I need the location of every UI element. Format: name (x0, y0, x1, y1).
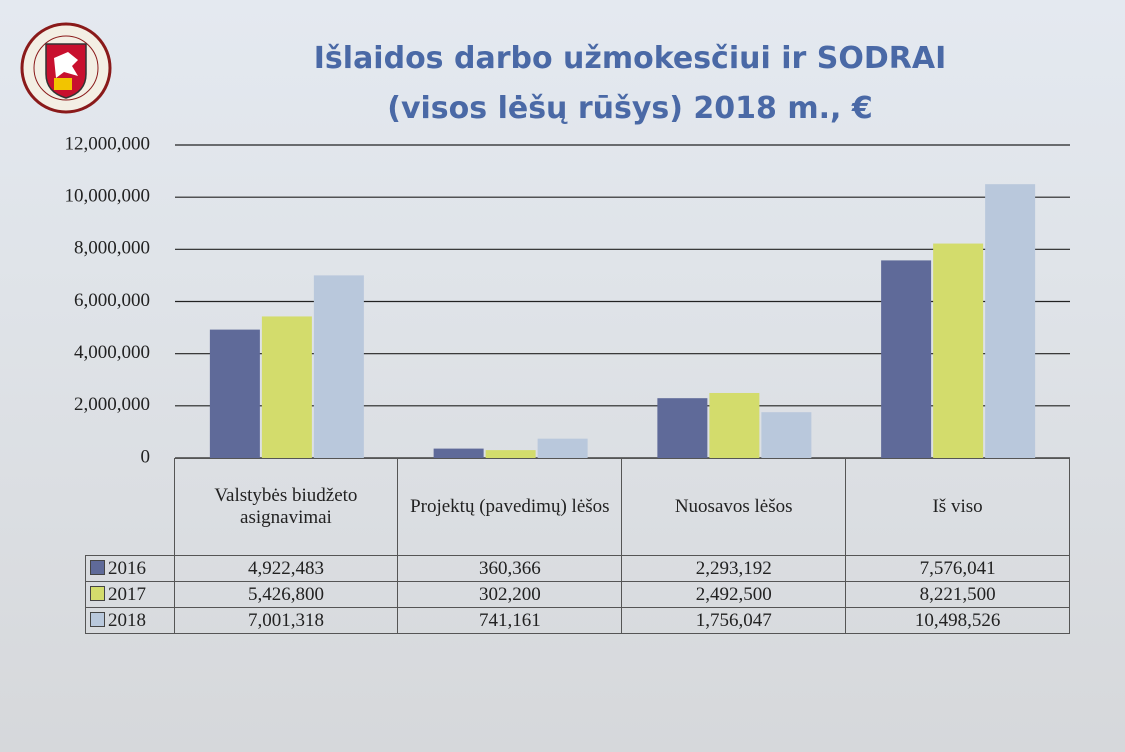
value-cell: 10,498,526 (845, 607, 1070, 634)
category-label: Projektų (pavedimų) lėšos (397, 458, 623, 556)
bar (709, 392, 760, 458)
category-label: Iš viso (845, 458, 1070, 556)
bar (985, 184, 1036, 458)
legend-label: 2017 (108, 583, 146, 605)
chart-subtitle: (visos lėšų rūšys) 2018 m., € (387, 91, 873, 126)
legend-swatch (90, 585, 105, 601)
legend-cell: 2016 (85, 555, 175, 582)
legend-label: 2016 (108, 557, 146, 579)
y-tick-label: 4,000,000 (74, 342, 150, 363)
bar (933, 243, 984, 458)
bar (537, 438, 588, 458)
value-cell: 741,161 (397, 607, 623, 634)
value-cell: 1,756,047 (621, 607, 847, 634)
legend-cell: 2017 (85, 581, 175, 608)
legend-cell: 2018 (85, 607, 175, 634)
y-tick-label: 12,000,000 (65, 133, 151, 154)
category-label: Nuosavos lėšos (621, 458, 847, 556)
legend-label: 2018 (108, 609, 146, 631)
logo (20, 22, 112, 114)
table-row: 2016 4,922,483 360,366 2,293,192 7,576,041 (85, 555, 1070, 582)
legend-swatch (90, 611, 105, 627)
bar (761, 412, 812, 458)
data-table: Valstybės biudžeto asignavimai Projektų (… (85, 458, 1070, 634)
category-label: Valstybės biudžeto asignavimai (173, 458, 399, 556)
value-cell: 7,001,318 (173, 607, 399, 634)
legend-swatch (90, 559, 105, 575)
chart-title: Išlaidos darbo užmokesčiui ir SODRAI (314, 41, 946, 76)
bar (657, 398, 708, 458)
table-header: Valstybės biudžeto asignavimai Projektų (… (86, 458, 1070, 556)
value-cell: 2,293,192 (621, 555, 847, 582)
value-cell: 4,922,483 (173, 555, 399, 582)
bar (313, 275, 364, 458)
value-cell: 2,492,500 (621, 581, 847, 608)
bar (433, 448, 484, 458)
y-tick-label: 8,000,000 (74, 238, 150, 259)
table-row: 2017 5,426,800 302,200 2,492,500 8,221,500 (85, 581, 1070, 608)
value-cell: 302,200 (397, 581, 623, 608)
y-tick-label: 10,000,000 (65, 186, 151, 207)
bar (209, 329, 260, 458)
bar (485, 450, 536, 458)
empty-cell (86, 459, 175, 556)
value-cell: 8,221,500 (845, 581, 1070, 608)
value-cell: 7,576,041 (845, 555, 1070, 582)
value-cell: 5,426,800 (173, 581, 399, 608)
table-row: 2018 7,001,318 741,161 1,756,047 10,498,526 (85, 607, 1070, 634)
y-tick-label: 0 (141, 446, 151, 467)
bar (881, 260, 932, 458)
y-tick-label: 2,000,000 (74, 394, 150, 415)
value-cell: 360,366 (397, 555, 623, 582)
bar (261, 316, 312, 458)
y-tick-label: 6,000,000 (74, 290, 150, 311)
